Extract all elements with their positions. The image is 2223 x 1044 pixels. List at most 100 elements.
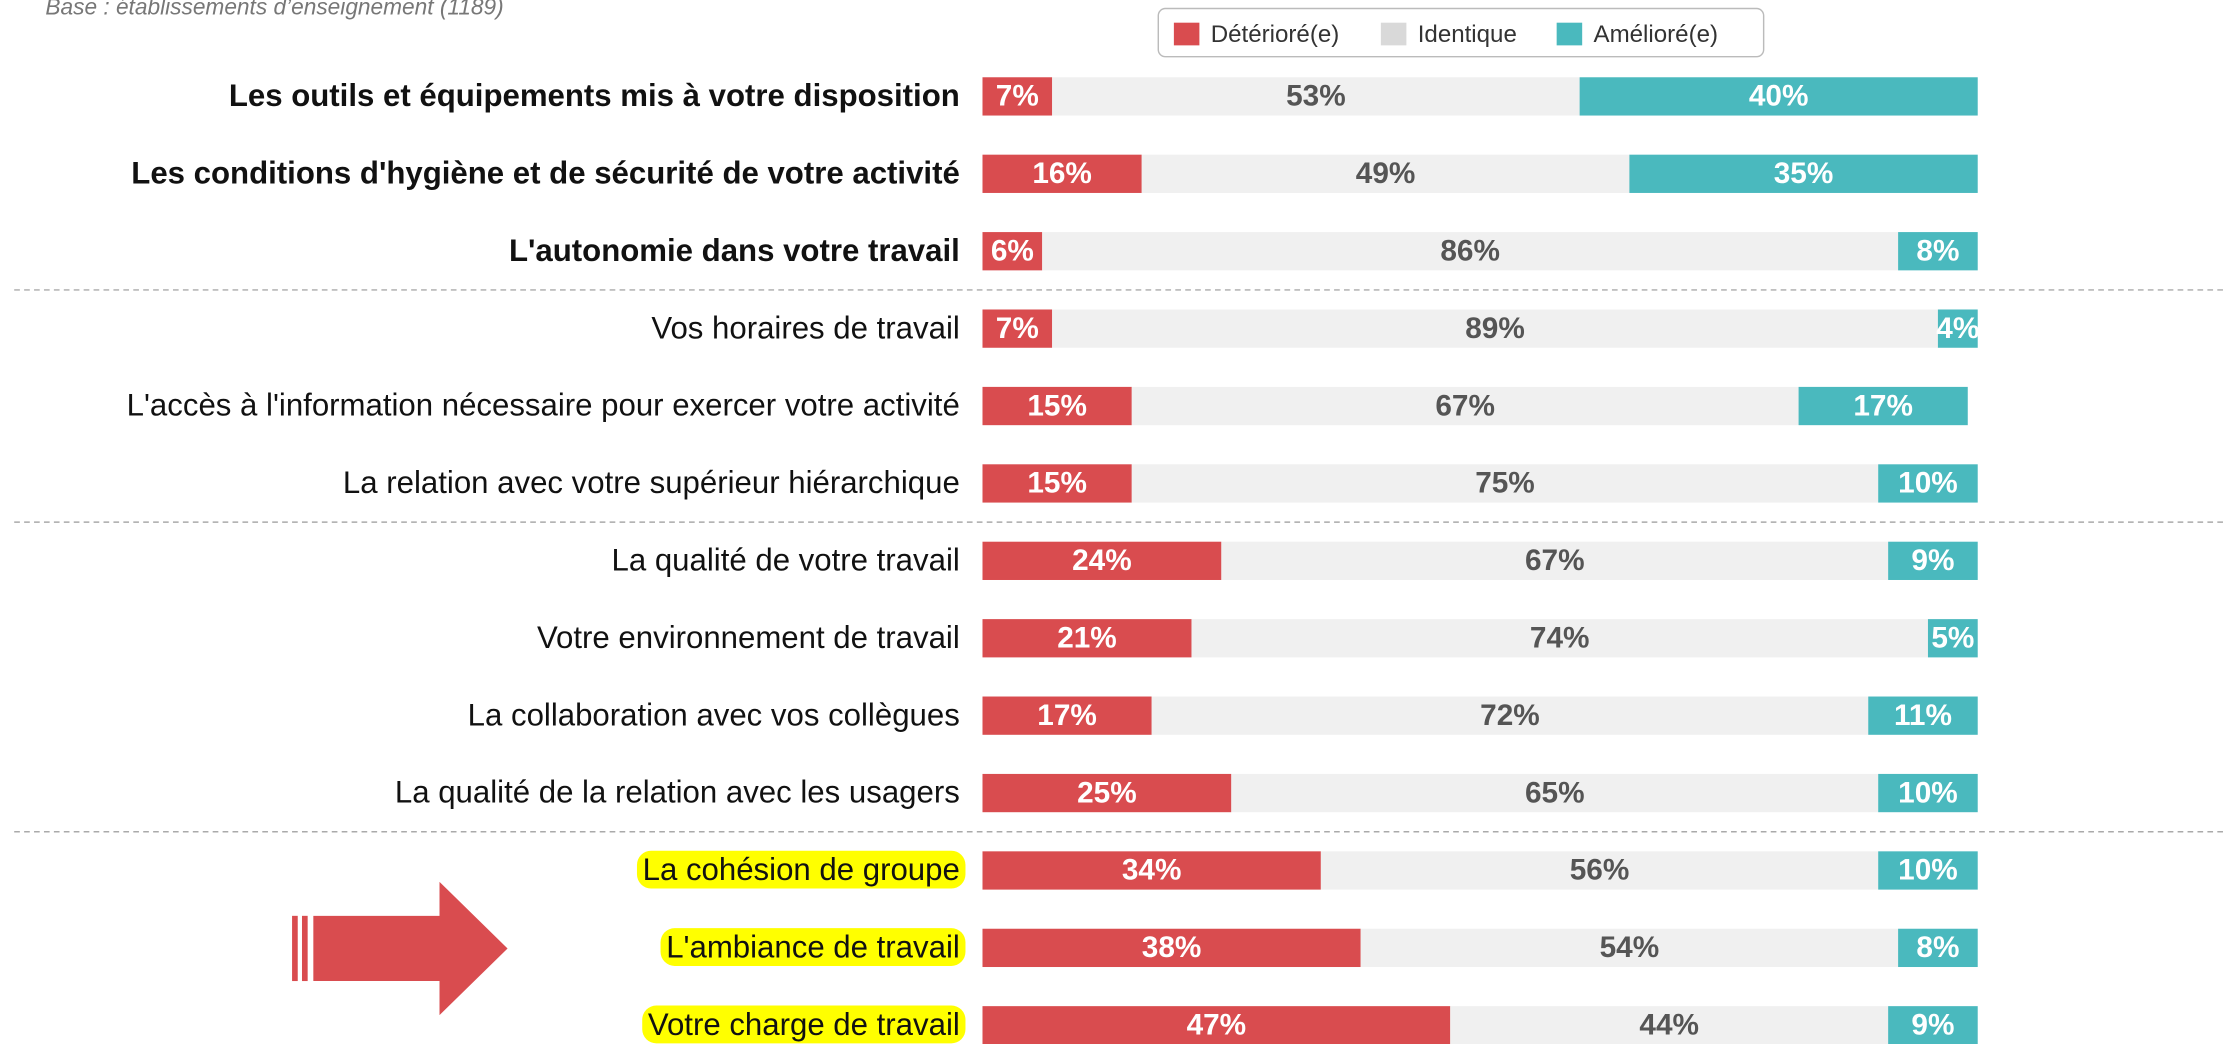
value-label: 75% (1475, 467, 1535, 500)
bar-segment (1151, 696, 1869, 735)
value-label: 25% (1077, 776, 1137, 809)
value-label: 67% (1525, 544, 1585, 577)
category-label: La qualité de la relation avec les usage… (395, 775, 960, 810)
category-label: Les outils et équipements mis à votre di… (229, 78, 960, 113)
bar-segment (1231, 773, 1879, 813)
bar-segment (1898, 232, 1978, 271)
value-label: 10% (1898, 854, 1958, 887)
bar-segment (1878, 851, 1978, 890)
legend-label: Identique (1418, 21, 1517, 48)
bar-segment (1888, 541, 1978, 580)
bar-segment (1052, 309, 1938, 348)
bar-segment (1579, 77, 1978, 116)
legend-swatch (1556, 22, 1583, 46)
bar-segment (982, 541, 1222, 580)
legend-box (1157, 7, 1765, 58)
value-label: 9% (1911, 1009, 1954, 1042)
value-label: 38% (1142, 931, 1202, 964)
value-label: 47% (1187, 1009, 1247, 1042)
bar-segment (1131, 386, 1799, 426)
category-label: Votre environnement de travail (537, 620, 960, 655)
value-label: 16% (1032, 157, 1092, 190)
bar-segment (982, 928, 1361, 968)
category-label: Vos horaires de travail (651, 310, 959, 345)
bar-segment (982, 154, 1142, 193)
bar-segment (1629, 154, 1978, 193)
value-label: 8% (1916, 931, 1959, 964)
value-label: 54% (1600, 931, 1660, 964)
bar-segment (1450, 1006, 1889, 1044)
bar-segment (1052, 77, 1580, 116)
value-label: 86% (1440, 234, 1500, 267)
value-label: 6% (991, 234, 1034, 267)
bar-segment (982, 696, 1152, 735)
value-label: 5% (1931, 622, 1974, 655)
category-label: La relation avec votre supérieur hiérarc… (343, 465, 960, 500)
value-label: 24% (1072, 544, 1132, 577)
value-label: 15% (1027, 467, 1087, 500)
value-label: 10% (1898, 776, 1958, 809)
value-label: 67% (1435, 389, 1495, 422)
value-label: 8% (1916, 234, 1959, 267)
bar-segment (1927, 619, 1978, 658)
value-label: 7% (996, 80, 1039, 113)
legend-swatch (1173, 22, 1200, 46)
bar-segment (982, 77, 1053, 116)
category-label: La cohésion de groupe (643, 852, 960, 887)
legend-swatch (1380, 22, 1407, 46)
bar-segment (1191, 619, 1928, 658)
legend-label: Détérioré(e) (1211, 21, 1340, 48)
value-label: 17% (1037, 699, 1097, 732)
value-label: 72% (1480, 699, 1540, 732)
bar-segment (1878, 773, 1978, 813)
category-label: La qualité de votre travail (612, 542, 960, 577)
bar-segment (1131, 464, 1879, 503)
value-label: 40% (1749, 80, 1809, 113)
bar-segment (982, 619, 1192, 658)
value-label: 15% (1027, 389, 1087, 422)
bar-segment (1937, 309, 1978, 348)
bar-segment (982, 232, 1043, 271)
legend-label: Amélioré(e) (1594, 21, 1719, 48)
value-label: 49% (1356, 157, 1416, 190)
category-label: La collaboration avec vos collègues (468, 697, 960, 732)
bar-segment (982, 309, 1053, 348)
bar-segment (1898, 928, 1978, 968)
value-label: 53% (1286, 80, 1346, 113)
value-label: 17% (1853, 389, 1913, 422)
bar-segment (1221, 541, 1889, 580)
bar-segment (1878, 464, 1978, 503)
bar-segment (982, 773, 1232, 813)
value-label: 9% (1911, 544, 1954, 577)
bar-segment (1888, 1006, 1978, 1044)
highlight (660, 928, 966, 966)
value-label: 35% (1774, 157, 1834, 190)
value-label: 7% (996, 312, 1039, 345)
bar-segment (1141, 154, 1630, 193)
subtitle: Base : établissements d’enseignement (11… (45, 0, 503, 19)
category-label: L'autonomie dans votre travail (509, 233, 960, 268)
value-label: 4% (1936, 312, 1979, 345)
bar-segment (982, 464, 1132, 503)
highlight (642, 1005, 966, 1044)
value-label: 74% (1530, 622, 1590, 655)
bar-segment (1798, 386, 1968, 426)
bar-segment (1868, 696, 1978, 735)
bar-segment (1360, 928, 1899, 968)
bar-segment (982, 1006, 1451, 1044)
arrow (292, 881, 508, 1016)
category-label: L'ambiance de travail (666, 930, 960, 965)
value-label: 11% (1894, 699, 1952, 732)
value-label: 44% (1639, 1009, 1699, 1042)
category-label: L'accès à l'information nécessaire pour … (127, 388, 960, 423)
bar-segment (982, 851, 1321, 890)
value-label: 89% (1465, 312, 1525, 345)
highlight (636, 850, 966, 889)
value-label: 10% (1898, 467, 1958, 500)
value-label: 34% (1122, 854, 1182, 887)
bar-segment (1042, 232, 1899, 271)
value-label: 65% (1525, 776, 1585, 809)
bar-segment (1320, 851, 1879, 890)
bar-segment (982, 386, 1132, 426)
